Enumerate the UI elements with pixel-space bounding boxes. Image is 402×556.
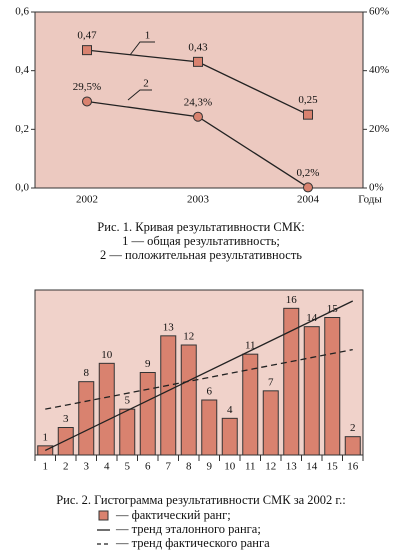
bar: [303, 326, 320, 456]
x-tick-label: 6: [145, 461, 151, 473]
bar: [78, 381, 95, 456]
value-label: 29,5%: [73, 81, 101, 93]
trend-line: [44, 300, 354, 452]
y-tick-label: 0,0: [15, 182, 29, 194]
x-tick-label: 2002: [76, 194, 98, 206]
y2-tick-label: 40%: [369, 64, 389, 76]
bar: [98, 362, 115, 456]
value-label: 10: [101, 349, 113, 361]
value-label: 0,47: [77, 30, 97, 42]
x-tick-label: 2004: [297, 194, 320, 206]
value-label: 4: [227, 404, 233, 416]
marker: [193, 56, 203, 67]
bar: [57, 427, 74, 456]
x-tick-label: 5: [125, 461, 131, 473]
caption: 2 — положительная результативность: [100, 248, 302, 262]
value-label: 13: [163, 321, 175, 333]
value-label: 2: [350, 422, 356, 434]
bar: [180, 344, 197, 456]
x-tick-label: 3: [84, 461, 90, 473]
x-tick-label: 11: [245, 461, 256, 473]
caption: 1 — общая результативность;: [122, 234, 280, 248]
marker: [193, 111, 203, 122]
bar: [160, 335, 177, 456]
bar: [201, 399, 218, 456]
value-label: 6: [207, 386, 213, 398]
bar: [139, 372, 156, 456]
value-label: 24,3%: [184, 96, 212, 108]
value-label: 1: [43, 431, 49, 443]
legend-swatch: [98, 510, 109, 521]
value-label: 15: [327, 303, 339, 315]
value-label: 14: [306, 312, 318, 324]
value-label: 0,43: [188, 41, 208, 53]
marker: [82, 45, 92, 56]
x-tick-label: 15: [327, 461, 339, 473]
x-tick-label: 12: [265, 461, 276, 473]
series-name: 2: [143, 78, 149, 90]
value-label: 12: [183, 331, 194, 343]
caption: Рис. 1. Кривая результативности СМК:: [97, 220, 304, 234]
trend-line: [45, 348, 353, 410]
value-label: 16: [286, 294, 298, 306]
value-label: 3: [63, 413, 69, 425]
value-label: 11: [245, 340, 256, 352]
value-label: 7: [268, 376, 274, 388]
marker: [303, 182, 313, 193]
y-tick-label: 0,4: [15, 64, 29, 76]
marker: [82, 96, 92, 107]
y2-tick-label: 0%: [369, 182, 384, 194]
bar: [262, 390, 279, 456]
value-label: 9: [145, 358, 151, 370]
y2-tick-label: 20%: [369, 123, 389, 135]
x-tick-label: 13: [286, 461, 298, 473]
bar: [242, 353, 259, 456]
callout: [127, 89, 152, 101]
value-label: 5: [125, 395, 131, 407]
callout: [129, 41, 155, 56]
value-label: 8: [84, 367, 90, 379]
caption: Рис. 2. Гистограмма результативности СМК…: [56, 493, 346, 507]
x-tick-label: 8: [186, 461, 192, 473]
x-tick-label: 2003: [187, 194, 210, 206]
x-tick-label: 10: [224, 461, 236, 473]
x-axis-label: Годы: [358, 194, 382, 206]
legend-label: — фактический ранг;: [115, 508, 231, 522]
marker: [303, 109, 313, 120]
x-tick-label: 7: [166, 461, 172, 473]
value-label: 0,2%: [297, 167, 320, 179]
bar: [221, 417, 238, 456]
legend-label: — тренд фактического ранга: [115, 536, 270, 550]
x-tick-label: 2: [63, 461, 69, 473]
value-label: 0,25: [298, 94, 318, 106]
bar: [324, 317, 341, 456]
y-tick-label: 0,6: [15, 6, 29, 18]
bar: [37, 445, 54, 456]
x-tick-label: 16: [347, 461, 359, 473]
x-tick-label: 4: [104, 461, 110, 473]
x-tick-label: 14: [306, 461, 318, 473]
bar: [283, 307, 300, 456]
series-name: 1: [145, 30, 151, 42]
y-tick-label: 0,2: [15, 123, 29, 135]
bar: [344, 436, 361, 456]
bar: [119, 408, 136, 456]
legend-label: — тренд эталонного ранга;: [115, 522, 261, 536]
x-tick-label: 9: [207, 461, 213, 473]
y2-tick-label: 60%: [369, 6, 389, 18]
x-tick-label: 1: [43, 461, 49, 473]
